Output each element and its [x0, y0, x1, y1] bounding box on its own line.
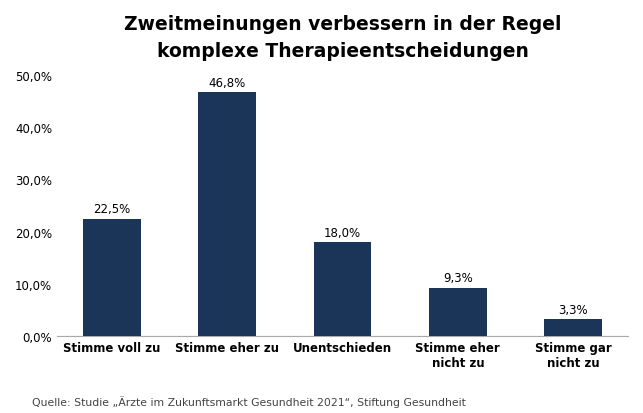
Text: 22,5%: 22,5% — [93, 203, 131, 216]
Bar — [314, 242, 371, 336]
Text: 18,0%: 18,0% — [324, 226, 361, 240]
Bar — [83, 219, 141, 336]
Bar — [429, 288, 487, 336]
Text: 9,3%: 9,3% — [443, 272, 473, 285]
Title: Zweitmeinungen verbessern in der Regel
komplexe Therapieentscheidungen: Zweitmeinungen verbessern in der Regel k… — [123, 15, 561, 60]
Text: Quelle: Studie „Ärzte im Zukunftsmarkt Gesundheit 2021“, Stiftung Gesundheit: Quelle: Studie „Ärzte im Zukunftsmarkt G… — [32, 395, 466, 407]
Bar — [545, 319, 602, 336]
Bar — [198, 93, 256, 336]
Text: 46,8%: 46,8% — [208, 76, 246, 89]
Text: 3,3%: 3,3% — [558, 303, 588, 316]
